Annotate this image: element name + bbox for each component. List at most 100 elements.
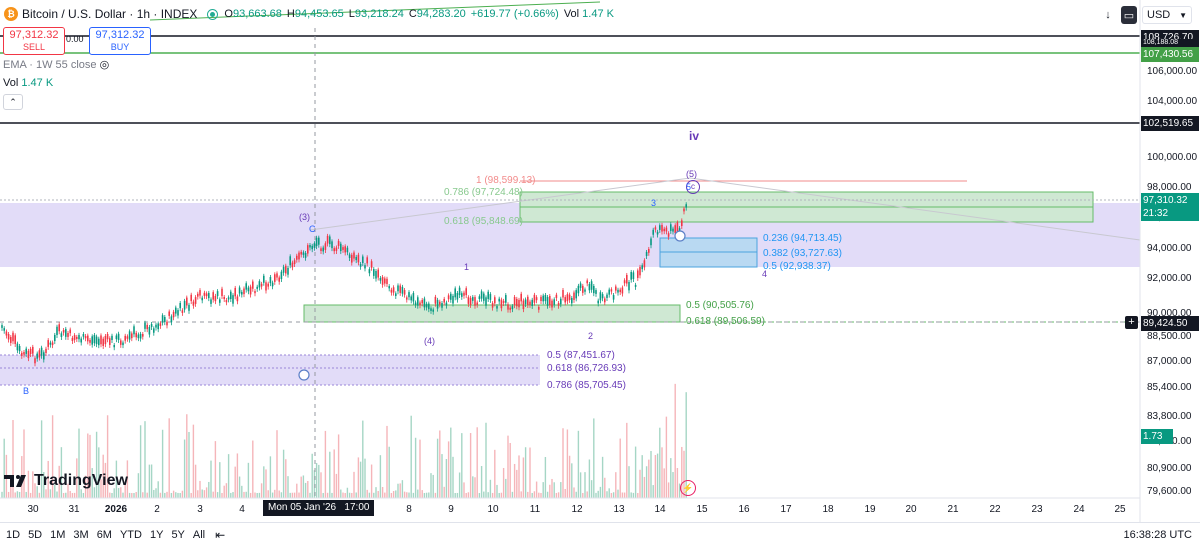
fib-label-g05: 0.5 (90,505.76) xyxy=(686,300,754,311)
price-tick: 94,000.00 xyxy=(1147,243,1192,254)
purple-zone-lower xyxy=(0,355,540,385)
price-label-108188: 108,188.08 xyxy=(1141,39,1199,47)
fib-label-g0618: 0.618 (89,506.59) xyxy=(686,316,765,327)
time-tick: 10 xyxy=(487,504,499,515)
crosshair-time-label: Mon 05 Jan '26 17:00 xyxy=(263,500,375,516)
wave-label-2: 2 xyxy=(588,331,594,341)
price-tick: 83,800.00 xyxy=(1147,411,1192,422)
price-tick: 100,000.00 xyxy=(1147,152,1198,163)
fib-label-r0236: 0.236 (94,713.45) xyxy=(763,233,842,244)
wave-label-3: 3 xyxy=(651,198,657,208)
ema-legend[interactable]: EMA · 1W 55 close ◎ xyxy=(3,59,110,71)
time-tick: 8 xyxy=(406,504,412,515)
buy-button[interactable]: 97,312.32 BUY xyxy=(89,27,151,55)
range-button-1d[interactable]: 1D xyxy=(6,529,21,541)
candlesticks xyxy=(1,202,687,367)
range-button-3m[interactable]: 3M xyxy=(73,529,89,541)
time-tick: 22 xyxy=(989,504,1001,515)
time-tick: 4 xyxy=(239,504,245,515)
range-button-5d[interactable]: 5D xyxy=(28,529,43,541)
eye-hidden-icon: ◎ xyxy=(99,59,110,71)
range-button-all[interactable]: All xyxy=(192,529,206,541)
wave-label-b: B xyxy=(23,386,30,396)
price-tick: 85,400.00 xyxy=(1147,382,1192,393)
wave-label-circled-c: c xyxy=(686,180,700,194)
price-tick: 80,900.00 xyxy=(1147,463,1192,474)
range-button-5y[interactable]: 5Y xyxy=(171,529,185,541)
tradingview-logo-icon xyxy=(4,475,26,487)
time-tick: 23 xyxy=(1031,504,1043,515)
wave-label-4: 4 xyxy=(762,269,768,279)
price-tick: 104,000.00 xyxy=(1147,96,1198,107)
wave-label-1: 1 xyxy=(464,262,470,272)
time-tick: 24 xyxy=(1073,504,1085,515)
time-tick: 21 xyxy=(947,504,959,515)
date-range-icon[interactable]: ⇤ xyxy=(215,528,226,542)
time-tick: 30 xyxy=(27,504,39,515)
range-button-1m[interactable]: 1M xyxy=(50,529,66,541)
volume-legend[interactable]: Vol 1.47 K xyxy=(3,77,54,89)
time-tick: 3 xyxy=(197,504,203,515)
time-tick: 2026 xyxy=(104,504,128,515)
time-tick: 11 xyxy=(529,504,541,515)
fib-label-1: 1 (98,599.13) xyxy=(476,175,536,186)
wave-label-5-paren: (5) xyxy=(686,169,697,179)
fib-label-0786: 0.786 (97,724.48) xyxy=(444,187,523,198)
time-tick: 13 xyxy=(613,504,625,515)
triangle-lines xyxy=(309,177,1141,241)
wave-label-4-paren: (4) xyxy=(424,336,435,346)
price-tick: 92,000.00 xyxy=(1147,273,1192,284)
wave-label-c: C xyxy=(309,224,316,234)
market-status-icon xyxy=(207,8,219,20)
currency-select[interactable]: USD ▼ xyxy=(1142,6,1192,24)
time-tick: 15 xyxy=(696,504,708,515)
time-tick: 2 xyxy=(154,504,160,515)
range-button-6m[interactable]: 6M xyxy=(96,529,112,541)
fib-label-p05: 0.5 (87,451.67) xyxy=(547,350,615,361)
volume-bars xyxy=(1,383,687,498)
current-price-label: 97,310.32 xyxy=(1141,193,1199,208)
sell-button[interactable]: 97,312.32 SELL xyxy=(3,27,65,55)
event-icon[interactable]: ⚡ xyxy=(680,480,696,496)
range-button-ytd[interactable]: YTD xyxy=(119,529,142,541)
chevron-down-icon: ▼ xyxy=(1179,10,1187,20)
price-tick: 79,600.00 xyxy=(1147,486,1192,497)
price-tick: 88,500.00 xyxy=(1147,331,1192,342)
download-icon[interactable]: ↓ xyxy=(1105,9,1111,21)
drawing-anchor-1 xyxy=(298,369,310,381)
tradingview-logo[interactable]: TradingView xyxy=(4,472,128,490)
fib-label-r0382: 0.382 (93,727.63) xyxy=(763,248,842,259)
time-tick: 17 xyxy=(780,504,792,515)
ohlc-values: O93,663.68 H94,453.65 L93,218.24 C94,283.20… xyxy=(224,8,614,20)
time-tick: 14 xyxy=(654,504,666,515)
screenshot-icon[interactable]: ▭ xyxy=(1121,6,1137,24)
symbol-title[interactable]: Bitcoin / U.S. Dollar · 1h · INDEX xyxy=(22,7,198,21)
wave-label-5: 5 xyxy=(686,182,692,192)
price-tick: 98,000.00 xyxy=(1147,182,1192,193)
wave-label-iv: iv xyxy=(689,129,700,143)
time-tick: 31 xyxy=(68,504,80,515)
price-label-102519: 102,519.65 xyxy=(1141,116,1199,131)
time-tick: 25 xyxy=(1114,504,1126,515)
price-label-107430: 107,430.56 xyxy=(1141,47,1199,62)
drawing-anchor-2 xyxy=(674,230,686,242)
add-alert-icon[interactable]: + xyxy=(1125,316,1138,329)
ema-line xyxy=(149,1,601,21)
collapse-legend-button[interactable]: ⌃ xyxy=(3,94,23,110)
bitcoin-icon: ₿ xyxy=(4,7,18,21)
price-tick: 87,000.00 xyxy=(1147,356,1192,367)
spread-value: 0.00 xyxy=(66,34,84,44)
time-tick: 20 xyxy=(905,504,917,515)
symbol-header: ₿ Bitcoin / U.S. Dollar · 1h · INDEX O93… xyxy=(0,0,1144,28)
crosshair-price-label: 89,424.50 xyxy=(1141,316,1199,331)
utc-clock[interactable]: 16:38:28 UTC xyxy=(1123,529,1192,541)
bar-countdown-label: 21:32 xyxy=(1141,206,1199,221)
fib-label-p0618: 0.618 (86,726.93) xyxy=(547,363,626,374)
fib-label-r05: 0.5 (92,938.37) xyxy=(763,261,831,272)
price-tick: 106,000.00 xyxy=(1147,66,1198,77)
price-tick: 90,000.00 xyxy=(1147,308,1192,319)
fib-label-0618: 0.618 (95,848.69) xyxy=(444,216,523,227)
time-tick: 12 xyxy=(571,504,583,515)
range-button-1y[interactable]: 1Y xyxy=(149,529,164,541)
